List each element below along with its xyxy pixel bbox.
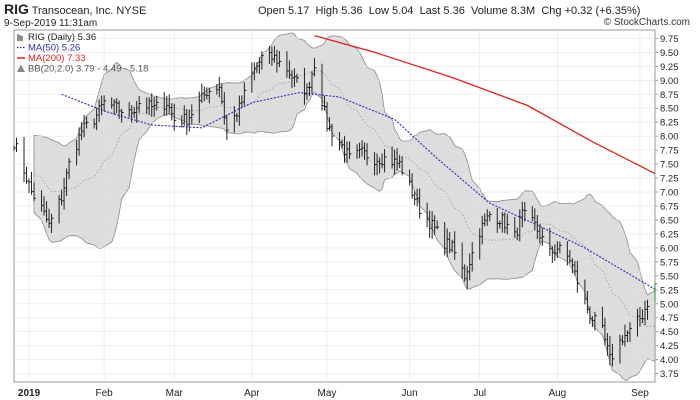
y-tick-label: 8.25: [660, 118, 679, 129]
y-tick-label: 6.25: [660, 229, 679, 240]
last-value: 5.36: [443, 5, 465, 17]
y-tick-label: 5.50: [660, 271, 679, 282]
ticker-symbol: RIG: [4, 1, 29, 17]
x-tick-label: May: [318, 388, 337, 399]
legend-entry: MA(200) 7.33: [28, 53, 86, 64]
y-tick-label: 6.00: [660, 243, 679, 254]
chart-datetime: 9-Sep-2019 11:31am: [4, 18, 98, 29]
legend-entry: MA(50) 5.26: [28, 43, 80, 54]
company-name: Transocean, Inc.: [31, 5, 114, 17]
legend-entry: BB(20,2.0) 3.79 - 4.49 - 5.18: [28, 64, 148, 75]
x-tick-label: Feb: [96, 388, 114, 399]
open-label: Open: [258, 5, 285, 17]
y-tick-label: 9.00: [660, 76, 679, 87]
chart-title: RIG Transocean, Inc. NYSE: [4, 1, 146, 17]
y-tick-label: 9.50: [660, 48, 679, 59]
y-tick-label: 7.00: [660, 188, 679, 199]
high-label: High: [315, 5, 339, 17]
y-tick-label: 4.00: [660, 355, 679, 366]
volume-label: Volume: [470, 5, 508, 17]
y-tick-label: 9.25: [660, 62, 679, 73]
x-tick-label: 2019: [18, 388, 41, 399]
y-tick-label: 5.75: [660, 257, 679, 268]
quote-strip: Open 5.17 High 5.36 Low 5.04 Last 5.36 V…: [258, 5, 640, 17]
y-tick-label: 6.50: [660, 215, 679, 226]
y-tick-label: 9.75: [660, 34, 679, 45]
ma50-line: [61, 92, 656, 290]
legend-entry: RIG (Daily) 5.36: [28, 32, 96, 43]
x-tick-label: Mar: [166, 388, 184, 399]
open-value: 5.17: [287, 5, 310, 17]
legend-marker: [17, 64, 25, 72]
y-tick-label: 4.75: [660, 313, 679, 324]
ma200-line: [314, 34, 656, 175]
high-value: 5.36: [341, 5, 363, 17]
low-label: Low: [368, 5, 389, 17]
x-tick-label: Jul: [473, 388, 486, 399]
x-tick-label: Aug: [548, 388, 566, 399]
y-tick-label: 4.50: [660, 327, 679, 338]
y-tick-label: 3.75: [660, 369, 679, 380]
x-tick-label: Jun: [402, 388, 418, 399]
y-tick-label: 8.75: [660, 90, 679, 101]
exchange-name: NYSE: [116, 5, 147, 17]
y-tick-label: 7.50: [660, 160, 679, 171]
y-tick-label: 5.25: [660, 285, 679, 296]
y-tick-label: 6.75: [660, 202, 679, 213]
y-tick-label: 8.00: [660, 132, 679, 143]
x-tick-label: Apr: [244, 388, 260, 399]
y-tick-label: 4.25: [660, 341, 679, 352]
volume-value: 8.3M: [510, 5, 536, 17]
y-tick-label: 7.75: [660, 146, 679, 157]
chg-label: Chg: [541, 5, 562, 17]
brand-label: © StockCharts.com: [603, 17, 690, 28]
chg-value: +0.32 (+6.35%): [564, 5, 641, 17]
last-label: Last: [419, 5, 441, 17]
low-value: 5.04: [392, 5, 414, 17]
x-tick-label: Sep: [631, 388, 649, 399]
y-tick-label: 5.00: [660, 299, 679, 310]
y-tick-label: 8.50: [660, 104, 679, 115]
y-tick-label: 7.25: [660, 174, 679, 185]
